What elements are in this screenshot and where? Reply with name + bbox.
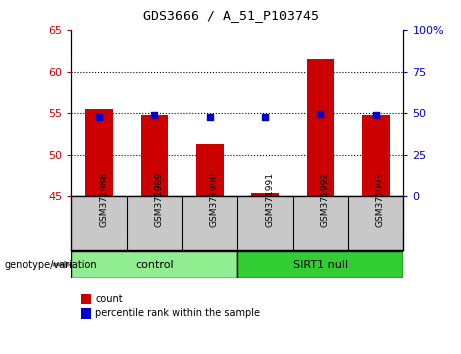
Text: GSM371988: GSM371988 bbox=[99, 172, 108, 227]
Text: SIRT1 null: SIRT1 null bbox=[293, 259, 348, 270]
Bar bbox=[196, 144, 224, 196]
Text: GSM371991: GSM371991 bbox=[265, 172, 274, 227]
Text: GDS3666 / A_51_P103745: GDS3666 / A_51_P103745 bbox=[142, 9, 319, 22]
Point bbox=[372, 112, 379, 118]
Text: genotype/variation: genotype/variation bbox=[5, 259, 97, 270]
Point bbox=[95, 115, 103, 120]
Point bbox=[261, 115, 269, 120]
Bar bbox=[141, 115, 168, 196]
Text: count: count bbox=[95, 294, 123, 304]
Bar bbox=[71, 251, 237, 278]
Text: control: control bbox=[135, 259, 174, 270]
Bar bbox=[362, 115, 390, 196]
Text: percentile rank within the sample: percentile rank within the sample bbox=[95, 308, 260, 318]
Text: GSM371990: GSM371990 bbox=[210, 172, 219, 227]
Point bbox=[151, 112, 158, 118]
Bar bbox=[237, 251, 403, 278]
Bar bbox=[85, 109, 113, 196]
Bar bbox=[251, 193, 279, 196]
Text: GSM371992: GSM371992 bbox=[320, 172, 330, 227]
Text: GSM371989: GSM371989 bbox=[154, 172, 164, 227]
Text: GSM371993: GSM371993 bbox=[376, 172, 385, 227]
Bar bbox=[307, 59, 334, 196]
Point bbox=[206, 114, 213, 119]
Point bbox=[317, 111, 324, 117]
